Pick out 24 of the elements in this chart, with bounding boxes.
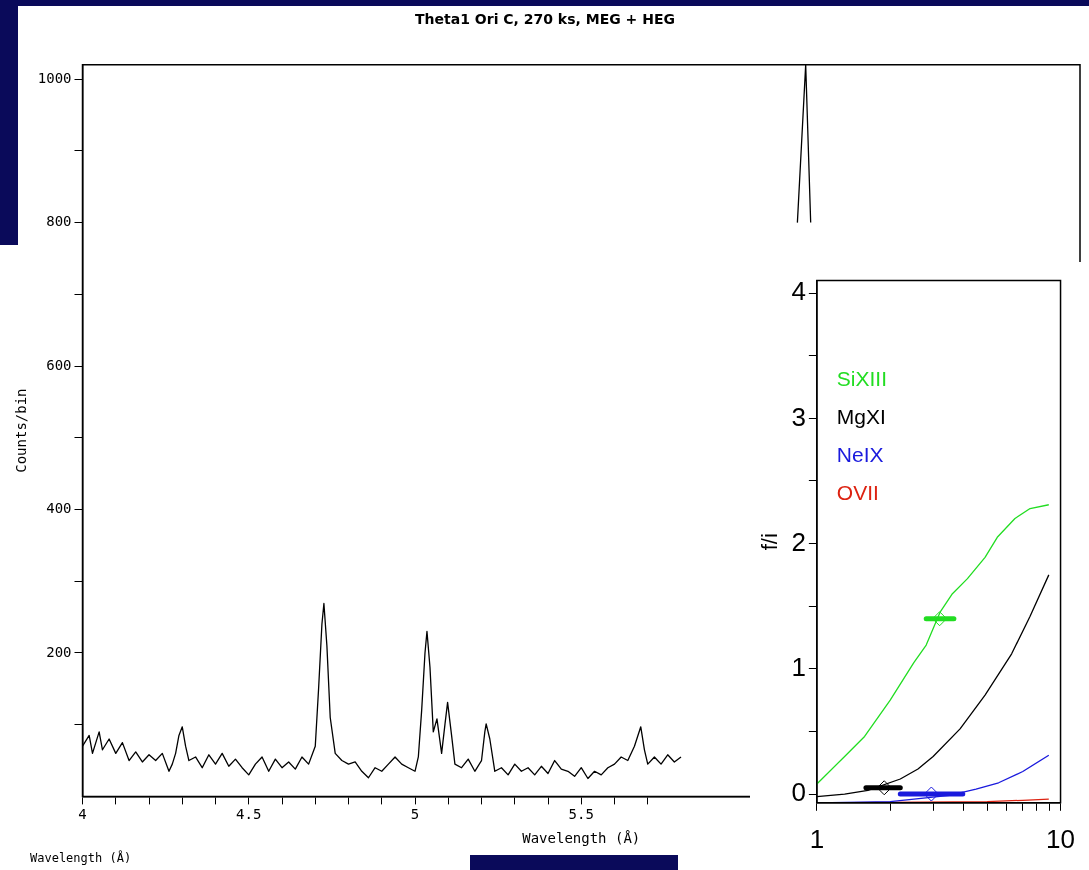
text: MgXI	[836, 404, 886, 428]
y-tick-label: 1000	[37, 69, 72, 86]
x-tick-label: 5	[410, 806, 420, 823]
x-tick-label: 5.5	[568, 806, 594, 823]
y-axis-title: Counts/bin	[13, 388, 30, 473]
y-tick-label: 200	[46, 643, 72, 660]
text: OVII	[836, 480, 879, 504]
text: Wavelength (Å)	[30, 851, 132, 865]
y-tick-label: 2	[791, 526, 806, 557]
y-tick-label: 3	[791, 401, 806, 432]
y-tick-label: 400	[46, 500, 72, 517]
y-axis-title: f/i	[757, 533, 783, 551]
x-tick-label: 10	[1046, 823, 1075, 854]
text: SiXIII	[836, 366, 888, 390]
y-tick-label: 4	[791, 276, 806, 307]
y-tick-label: 0	[791, 777, 806, 808]
x-axis-title: Wavelength (Å)	[522, 830, 641, 847]
chart-title: Theta1 Ori C, 270 ks, MEG + HEG	[415, 11, 675, 28]
text: NeIX	[836, 442, 884, 466]
y-tick-label: 1	[791, 651, 806, 682]
y-tick-label: 800	[46, 213, 72, 230]
x-tick-label: 4.5	[236, 806, 262, 823]
x-tick-label: 4	[78, 806, 87, 823]
y-tick-label: 600	[46, 356, 72, 373]
